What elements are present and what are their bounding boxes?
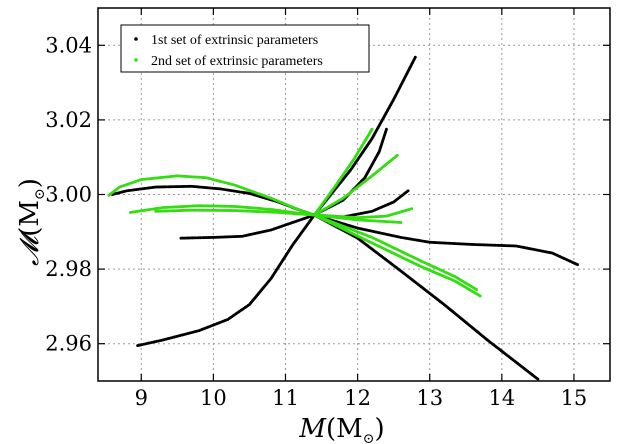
series-1-curve-3 xyxy=(179,213,316,240)
x-axis-label: M(M⊙) xyxy=(298,414,384,444)
data-point xyxy=(406,189,410,193)
series-1-curve-2 xyxy=(136,213,316,348)
series-2-curve-9 xyxy=(312,213,479,292)
data-point xyxy=(536,377,540,381)
series-1-curve-4 xyxy=(312,55,417,217)
y-tick-label: 2.98 xyxy=(45,257,92,281)
x-axis-unit: M xyxy=(336,414,363,444)
series-2-curve-2 xyxy=(129,204,316,217)
x-axis-symbol: M xyxy=(298,414,327,444)
grid xyxy=(98,8,610,381)
series-1-curve-8 xyxy=(312,213,540,381)
series-2-curve-4 xyxy=(312,127,374,217)
x-tick-label: 10 xyxy=(200,386,227,410)
data-point xyxy=(475,288,479,292)
y-axis-unit: M xyxy=(15,200,45,227)
series-layer xyxy=(107,55,579,381)
data-point xyxy=(395,153,399,157)
legend-box xyxy=(120,24,370,73)
series-1-curve-7 xyxy=(312,213,579,267)
x-axis-unit-sub: ⊙ xyxy=(363,431,375,444)
y-tick-label: 3.00 xyxy=(45,183,92,207)
x-tick-label: 11 xyxy=(272,386,299,410)
series-2-curve-5 xyxy=(312,153,399,217)
y-axis-label: 𝓜(M⊙) xyxy=(15,178,48,266)
data-point xyxy=(399,221,403,224)
x-tick-label: 9 xyxy=(135,386,148,410)
legend-label-series-2: 2nd set of extrinsic parameters xyxy=(151,54,323,69)
x-tick-label: 12 xyxy=(344,386,371,410)
x-tick-label: 13 xyxy=(416,386,443,410)
tick-labels: 9 10 11 12 13 14 15 2.96 2.98 3.00 3.02 3.04 xyxy=(45,33,587,410)
legend-label-series-1: 1st set of extrinsic parameters xyxy=(151,33,318,48)
series-2-curve-8 xyxy=(312,213,482,298)
x-tick-label: 14 xyxy=(488,386,515,410)
svg-text:𝓜(M⊙): 𝓜(M⊙) xyxy=(15,178,48,266)
legend-marker-series-2 xyxy=(134,58,138,62)
y-axis-unit-sub: ⊙ xyxy=(32,188,48,200)
ticks xyxy=(98,8,610,381)
y-tick-label: 3.04 xyxy=(45,33,92,57)
legend: 1st set of extrinsic parameters 2nd set … xyxy=(120,24,370,73)
data-point xyxy=(576,263,579,267)
data-point xyxy=(478,294,482,298)
data-point xyxy=(413,55,417,59)
data-point xyxy=(410,207,414,211)
data-point xyxy=(385,127,388,131)
series-2-curve-3 xyxy=(154,208,316,217)
y-tick-label: 2.96 xyxy=(45,332,92,356)
y-tick-label: 3.02 xyxy=(45,108,92,132)
series-2-curve-7 xyxy=(312,213,403,224)
x-tick-label: 15 xyxy=(561,386,588,410)
series-2 xyxy=(107,127,482,298)
svg-text:M(M⊙): M(M⊙) xyxy=(298,414,384,444)
data-point xyxy=(370,127,374,131)
legend-marker-series-1 xyxy=(134,37,138,41)
